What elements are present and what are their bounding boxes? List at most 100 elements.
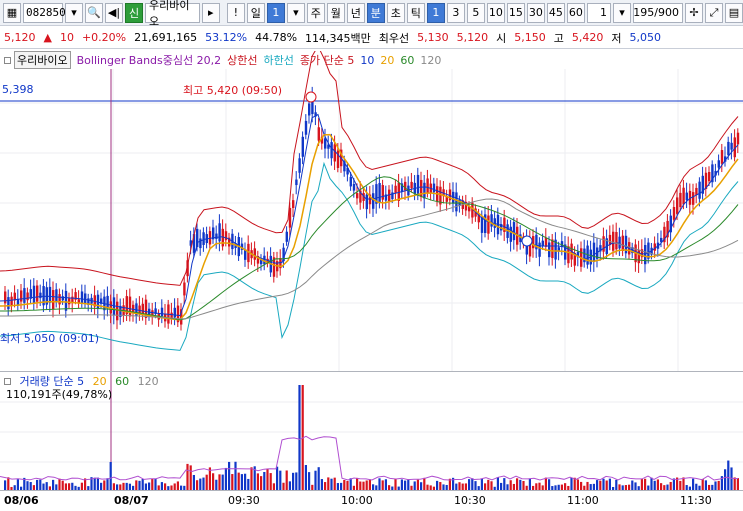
stock-name-field[interactable]: 우리바이오 [145,0,200,28]
volume-bar [391,486,394,490]
low-label: 저 [611,31,622,45]
volume-bar [10,486,13,490]
ma120-line [0,198,739,320]
candle-body [400,183,404,193]
candle-body [695,187,698,195]
candle-body [42,286,45,306]
interval-60-button[interactable]: 60 [566,2,585,23]
interval-5-button[interactable]: 5 [466,2,485,23]
volume-bar [109,462,112,490]
candle-body [378,182,381,203]
layout-icon[interactable]: ▦ [3,2,21,23]
candle-body [647,242,650,259]
volume-bar [420,482,423,490]
interval-15-button[interactable]: 15 [506,2,525,23]
volume-bar [314,470,317,490]
speaker-icon[interactable]: ◀| [105,2,123,23]
candle-body [615,232,618,250]
candle-body [64,290,68,311]
count-dropdown-icon[interactable]: ▾ [613,2,631,23]
volume-bar [612,486,615,490]
candle-body [48,286,52,303]
volume-bar [103,480,106,490]
drawing-tools-icon[interactable]: ⤢ [705,2,723,23]
volume-bar [135,480,138,490]
settings-icon[interactable]: ▤ [725,2,743,23]
candle-body [445,196,448,202]
period-tick-button[interactable]: 틱 [406,2,425,23]
page-input[interactable]: 195/900 [633,2,683,23]
stock-code-input[interactable]: 082850 [23,2,66,23]
interval-3-button[interactable]: 3 [446,2,465,23]
period-second-button[interactable]: 초 [386,2,405,23]
candle-body [404,181,407,191]
volume-bar [279,470,282,490]
volume-bar [42,483,45,490]
candle-body [410,181,413,189]
period-day-button[interactable]: 일 [246,2,265,23]
candle-body [736,132,740,145]
volume-bar [349,478,352,490]
volume-bar [628,484,631,490]
volume-bar [448,478,451,490]
volume-bar [253,466,256,490]
price-chart[interactable] [0,51,743,371]
interval-1-button[interactable]: 1 [426,2,445,23]
volume-bar [336,483,339,490]
interval-30-button[interactable]: 30 [526,2,545,23]
search-icon[interactable]: 🔍 [85,2,103,23]
period-week-button[interactable]: 주 [306,2,325,23]
interval-10-button[interactable]: 10 [486,2,505,23]
candle-body [263,255,266,265]
volume-bar [464,483,467,490]
crosshair-icon[interactable]: ✢ [685,2,703,23]
price-chart-svg[interactable] [0,51,743,371]
volume-bar [484,483,487,490]
volume-bar [272,483,275,490]
candle-body [602,236,605,252]
period-month-button[interactable]: 월 [326,2,345,23]
volume-bar [573,477,576,490]
candle-body [199,238,202,249]
period-dropdown-icon[interactable]: ▾ [286,2,305,23]
interval-45-button[interactable]: 45 [546,2,565,23]
volume-bar [522,481,525,490]
candle-body [260,258,263,265]
count-input[interactable]: 1 [586,2,611,23]
volume-bar [397,486,400,490]
volume-bar [381,480,384,490]
volume-bar [634,482,637,490]
volume-bar [45,482,48,490]
volume-legend-ma120: 120 [137,375,159,388]
period-year-button[interactable]: 년 [346,2,365,23]
volume-bar [80,482,83,490]
period-count-button[interactable]: 1 [266,2,285,23]
volume-bar [589,484,592,490]
volume-chart-svg[interactable] [0,372,743,492]
legend-close-ma: 종가 단순 5 [299,54,355,67]
volume-bar [247,478,250,490]
volume-bar [128,483,131,490]
name-arrow-icon[interactable]: ▸ [201,2,220,23]
candle-body [708,171,711,182]
candle-body [58,294,61,305]
candle-body [384,194,388,201]
volume-bar [724,469,727,490]
volume-chart[interactable] [0,371,743,492]
period-minute-button[interactable]: 분 [366,2,385,23]
volume-bar [602,478,605,490]
volume-bar [666,484,669,490]
time-axis: 08/06 08/07 09:30 10:00 10:30 11:00 11:3… [0,490,743,511]
volume-bar [688,486,691,490]
legend-stock-name[interactable]: 우리바이오 [14,51,71,69]
volume-bar [554,485,557,490]
volume-bar [640,479,643,490]
candle-body [535,234,538,250]
candle-body [621,235,624,252]
alert-icon[interactable]: ! [226,2,245,23]
volume-bar [423,477,426,490]
pct-value-1: 53.12% [205,31,248,44]
candle-body [372,193,375,209]
volume-value-label: 110,191주(49,78%) [6,388,113,401]
code-dropdown-icon[interactable]: ▾ [65,2,83,23]
